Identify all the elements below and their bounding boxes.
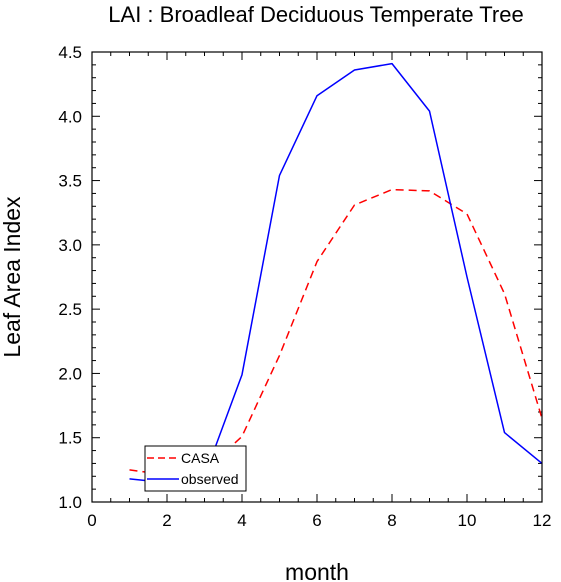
legend-label-observed: observed — [181, 471, 239, 487]
legend: CASA observed — [144, 445, 247, 492]
legend-box — [144, 445, 247, 492]
y-tick-label: 2.5 — [58, 300, 82, 319]
y-tick-label: 3.0 — [58, 236, 82, 255]
y-tick-label: 3.5 — [58, 172, 82, 191]
x-tick-label: 10 — [458, 511, 477, 530]
x-tick-label: 0 — [87, 511, 96, 530]
series-layer — [129, 62, 543, 484]
x-axis-label: month — [285, 559, 349, 582]
chart-title: LAI : Broadleaf Deciduous Temperate Tree — [108, 2, 523, 27]
y-tick-label: 4.5 — [58, 43, 82, 62]
y-tick-label: 4.0 — [58, 107, 82, 126]
series-line-observed — [129, 62, 543, 484]
y-tick-label: 1.5 — [58, 429, 82, 448]
x-tick-label: 8 — [387, 511, 396, 530]
y-axis-label: Leaf Area Index — [0, 196, 25, 358]
y-tick-label: 1.0 — [58, 493, 82, 512]
x-tick-label: 2 — [162, 511, 171, 530]
axis-ticks — [91, 51, 543, 503]
plot-frame — [91, 51, 543, 503]
y-tick-label: 2.0 — [58, 364, 82, 383]
axis-tick-labels: 0 2 4 6 8 10 12 1.0 1.5 2.0 2.5 3.0 3.5 4.0 4.5 — [58, 43, 551, 530]
x-tick-label: 4 — [237, 511, 246, 530]
legend-label-casa: CASA — [181, 450, 220, 466]
x-tick-label: 12 — [533, 511, 552, 530]
x-tick-label: 6 — [312, 511, 321, 530]
